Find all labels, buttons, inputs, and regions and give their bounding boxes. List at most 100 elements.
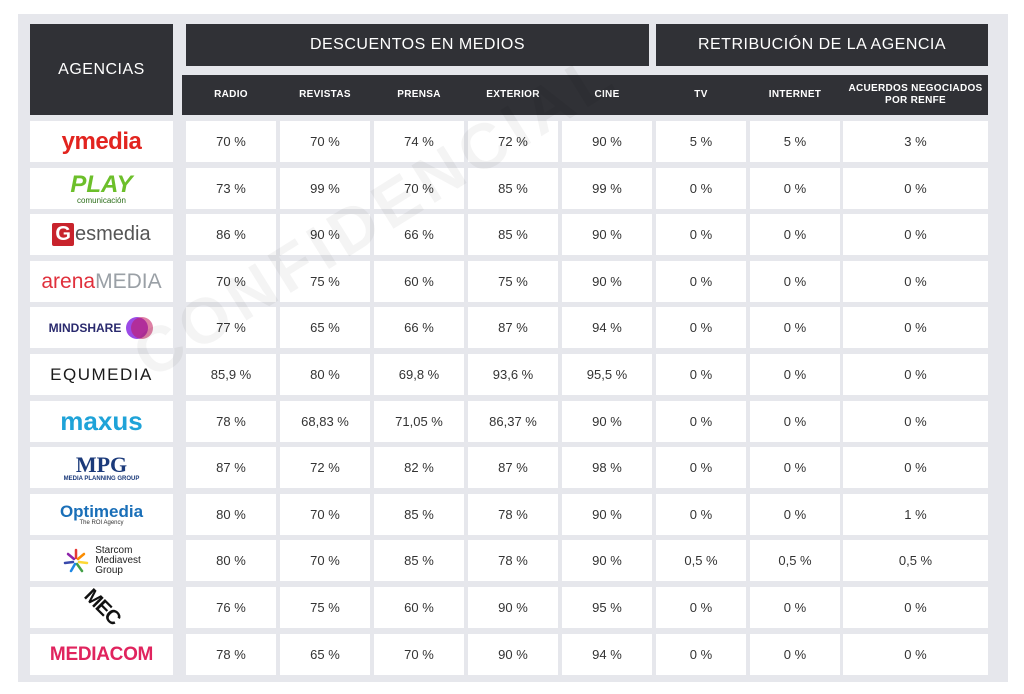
value-cell: 75 % [280,587,370,628]
ymedia-logo: ymedia [61,127,142,155]
value-cell: 0 % [656,447,746,488]
starcom-star-icon [63,548,89,572]
value-cell: 0 % [750,587,840,628]
subheader-bar [182,75,988,115]
value-cell: 70 % [280,540,370,581]
value-cell: 0 % [750,168,840,209]
value-cell: 70 % [186,121,276,162]
value-cell: 85 % [374,494,464,535]
value-cell: 70 % [374,634,464,675]
value-cell: 0,5 % [656,540,746,581]
value-cell: 75 % [468,261,558,302]
value-cell: 70 % [374,168,464,209]
value-cell: 0 % [656,214,746,255]
value-cell: 71,05 % [374,401,464,442]
agency-logo-cell: EQUMEDIA [30,354,173,395]
value-cell: 0 % [750,261,840,302]
value-cell: 60 % [374,261,464,302]
value-cell: 65 % [280,307,370,348]
column-header-prensa: PRENSA [397,89,441,100]
value-cell: 90 % [562,214,652,255]
optimedia-logo: Optimedia The ROI Agency [59,502,144,526]
value-cell: 78 % [468,494,558,535]
value-cell: 0 % [656,261,746,302]
value-cell: 85,9 % [186,354,276,395]
column-header-revistas: REVISTAS [299,89,351,100]
value-cell: 0 % [656,634,746,675]
retribucion-header: RETRIBUCIÓN DE LA AGENCIA [656,24,988,66]
value-cell: 65 % [280,634,370,675]
value-cell: 98 % [562,447,652,488]
agencias-header: AGENCIAS [30,24,173,115]
value-cell: 90 % [562,540,652,581]
value-cell: 0 % [843,447,988,488]
value-cell: 86 % [186,214,276,255]
agency-logo-cell: Starcom Mediavest Group [30,540,173,581]
value-cell: 0 % [750,354,840,395]
value-cell: 82 % [374,447,464,488]
column-header-tv: TV [694,89,708,100]
value-cell: 0,5 % [843,540,988,581]
mindshare-circle-icon [126,316,154,339]
value-cell: 0 % [843,587,988,628]
value-cell: 0,5 % [750,540,840,581]
value-cell: 90 % [562,121,652,162]
column-header-cine: CINE [594,89,620,100]
agency-logo-cell: Optimedia The ROI Agency [30,494,173,535]
value-cell: 0 % [750,494,840,535]
value-cell: 78 % [468,540,558,581]
value-cell: 5 % [750,121,840,162]
maxus-logo: maxus [60,406,143,436]
value-cell: 0 % [656,307,746,348]
value-cell: 76 % [186,587,276,628]
value-cell: 68,83 % [280,401,370,442]
value-cell: 0 % [656,168,746,209]
value-cell: 80 % [186,540,276,581]
value-cell: 87 % [186,447,276,488]
value-cell: 78 % [186,634,276,675]
value-cell: 93,6 % [468,354,558,395]
value-cell: 87 % [468,447,558,488]
value-cell: 90 % [562,494,652,535]
equmedia-logo: EQUMEDIA [50,364,153,384]
value-cell: 0 % [843,168,988,209]
agency-logo-cell: MPG MEDIA PLANNING GROUP [30,447,173,488]
value-cell: 0 % [656,494,746,535]
value-cell: 85 % [468,214,558,255]
value-cell: 77 % [186,307,276,348]
value-cell: 85 % [468,168,558,209]
value-cell: 94 % [562,634,652,675]
value-cell: 70 % [280,494,370,535]
value-cell: 90 % [468,587,558,628]
value-cell: 0 % [750,307,840,348]
value-cell: 90 % [562,401,652,442]
value-cell: 87 % [468,307,558,348]
value-cell: 86,37 % [468,401,558,442]
value-cell: 0 % [656,354,746,395]
value-cell: 72 % [280,447,370,488]
value-cell: 72 % [468,121,558,162]
value-cell: 99 % [280,168,370,209]
value-cell: 80 % [280,354,370,395]
value-cell: 70 % [280,121,370,162]
value-cell: 95 % [562,587,652,628]
value-cell: 78 % [186,401,276,442]
value-cell: 0 % [843,307,988,348]
arena-media-logo: arenaMEDIA [41,269,162,293]
mec-logo: MEC [79,584,125,630]
value-cell: 0 % [750,634,840,675]
value-cell: 0 % [750,401,840,442]
play-logo: PLAY comunicación [70,170,133,205]
value-cell: 69,8 % [374,354,464,395]
value-cell: 70 % [186,261,276,302]
agency-logo-cell: PLAY comunicación [30,168,173,209]
column-header-internet: INTERNET [768,89,822,100]
value-cell: 0 % [843,214,988,255]
starcom-logo: Starcom Mediavest Group [62,545,141,576]
value-cell: 99 % [562,168,652,209]
value-cell: 94 % [562,307,652,348]
agency-logo-cell: MINDSHARE [30,307,173,348]
value-cell: 5 % [656,121,746,162]
agency-logo-cell: MEC [30,584,173,630]
